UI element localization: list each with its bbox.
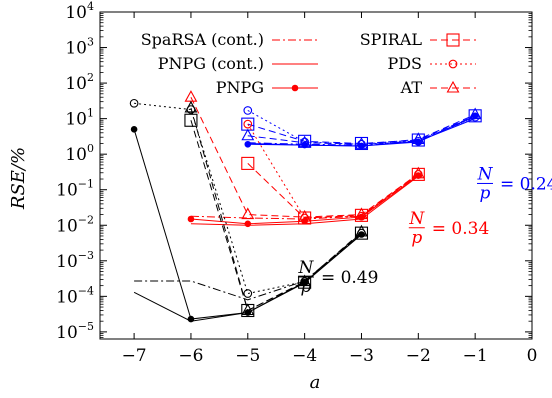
series-line: [190, 120, 362, 312]
y-axis-label: RSE/%: [8, 147, 29, 210]
marker-circle: [243, 106, 253, 115]
y-tick-label: 103: [65, 36, 94, 59]
series-line: [190, 107, 362, 312]
marker-triangle: [355, 224, 368, 237]
marker-dot: [244, 140, 252, 148]
legend-entry-label: PDS: [387, 54, 422, 73]
series-line: [247, 115, 476, 144]
marker-triangle: [468, 107, 482, 120]
marker-circle: [243, 119, 253, 129]
marker-dot: [187, 315, 195, 323]
marker-triangle: [446, 80, 460, 93]
y-tick-label: 101: [65, 107, 94, 130]
marker-triangle: [184, 90, 198, 102]
annotation-numerator: N: [477, 164, 494, 184]
marker-triangle: [411, 166, 425, 179]
y-tick-label: 100: [65, 142, 94, 165]
y-tick-label: 10−4: [56, 284, 94, 307]
legend-entry-label: AT: [400, 78, 423, 97]
series-line: [247, 123, 419, 219]
x-axis-label: a: [310, 372, 321, 393]
marker-triangle: [355, 137, 368, 149]
x-tick-label: −4: [292, 346, 317, 366]
series-line: [247, 114, 476, 145]
marker-circle: [129, 98, 139, 108]
x-tick-label: −2: [406, 346, 431, 366]
legend-entry-label: SpaRSA (cont.): [141, 30, 264, 49]
marker-triangle: [298, 135, 312, 148]
marker-square: [446, 33, 460, 47]
marker-square: [468, 109, 482, 123]
plot-area: −7 −6 −5 −4 −3 −2 −1 0 104 103 102 101 100 10−1 10−2 10…: [56, 0, 552, 366]
marker-triangle: [298, 274, 312, 287]
series-group-0: Np = 0.24: [241, 106, 552, 203]
x-tick-label: −1: [463, 346, 488, 366]
legend-entry-label: PNPG (cont.): [158, 54, 264, 73]
series-group-2: Np = 0.49: [129, 98, 379, 323]
marker-dot: [291, 84, 299, 92]
y-tick-label: 10−1: [56, 178, 94, 201]
legend: SpaRSA (cont.) PNPG (cont.) PNPG SPIRAL PDS A…: [141, 30, 476, 97]
marker-triangle: [184, 100, 198, 113]
marker-circle: [243, 289, 253, 298]
ratio-annotation: Np = 0.24: [477, 164, 552, 203]
x-tick-label: −5: [235, 346, 260, 366]
marker-triangle: [355, 207, 368, 220]
annotation-denominator: p: [480, 183, 491, 203]
plot-frame: [99, 11, 533, 340]
annotation-value: = 0.34: [432, 219, 490, 239]
marker-dot: [130, 126, 138, 133]
legend-entry-label: SPIRAL: [360, 30, 423, 49]
y-tick-label: 10−2: [56, 213, 94, 236]
marker-triangle: [241, 128, 255, 141]
annotation-denominator: p: [411, 228, 422, 248]
marker-square: [184, 113, 198, 127]
marker-circle: [448, 59, 458, 69]
y-tick-label: 102: [65, 71, 94, 94]
annotation-denominator: p: [301, 277, 312, 297]
marker-triangle: [298, 209, 312, 222]
series-line: [247, 163, 419, 219]
marker-square: [298, 134, 312, 148]
marker-circle: [470, 112, 480, 122]
annotation-value: = 0.24: [500, 174, 552, 194]
annotation-value: = 0.49: [321, 268, 379, 288]
ratio-annotation: Np = 0.34: [408, 209, 489, 248]
marker-circle: [300, 137, 309, 147]
marker-triangle: [411, 132, 425, 144]
series-line: [190, 97, 419, 218]
annotation-numerator: N: [408, 209, 425, 229]
series-line: [247, 118, 476, 147]
ratio-annotation: Np = 0.49: [298, 258, 379, 297]
series-line: [134, 102, 362, 295]
marker-dot: [187, 215, 195, 223]
x-tick-label: −7: [122, 346, 147, 366]
y-tick-label: 10−3: [56, 249, 94, 272]
x-tick-label: −6: [178, 346, 203, 366]
marker-dot: [244, 220, 252, 228]
x-tick-label: 0: [527, 346, 538, 366]
marker-triangle: [241, 303, 255, 316]
legend-entry-label: PNPG: [216, 78, 264, 97]
marker-square: [241, 156, 255, 170]
marker-square: [354, 226, 369, 240]
annotation-numerator: N: [298, 258, 315, 278]
x-tick-label: −3: [349, 346, 374, 366]
series-line: [134, 232, 362, 301]
y-tick-label: 10−5: [56, 320, 94, 343]
y-tick-label: 104: [65, 0, 94, 23]
series-group-1: Np = 0.34: [184, 90, 489, 248]
marker-triangle: [241, 207, 255, 220]
